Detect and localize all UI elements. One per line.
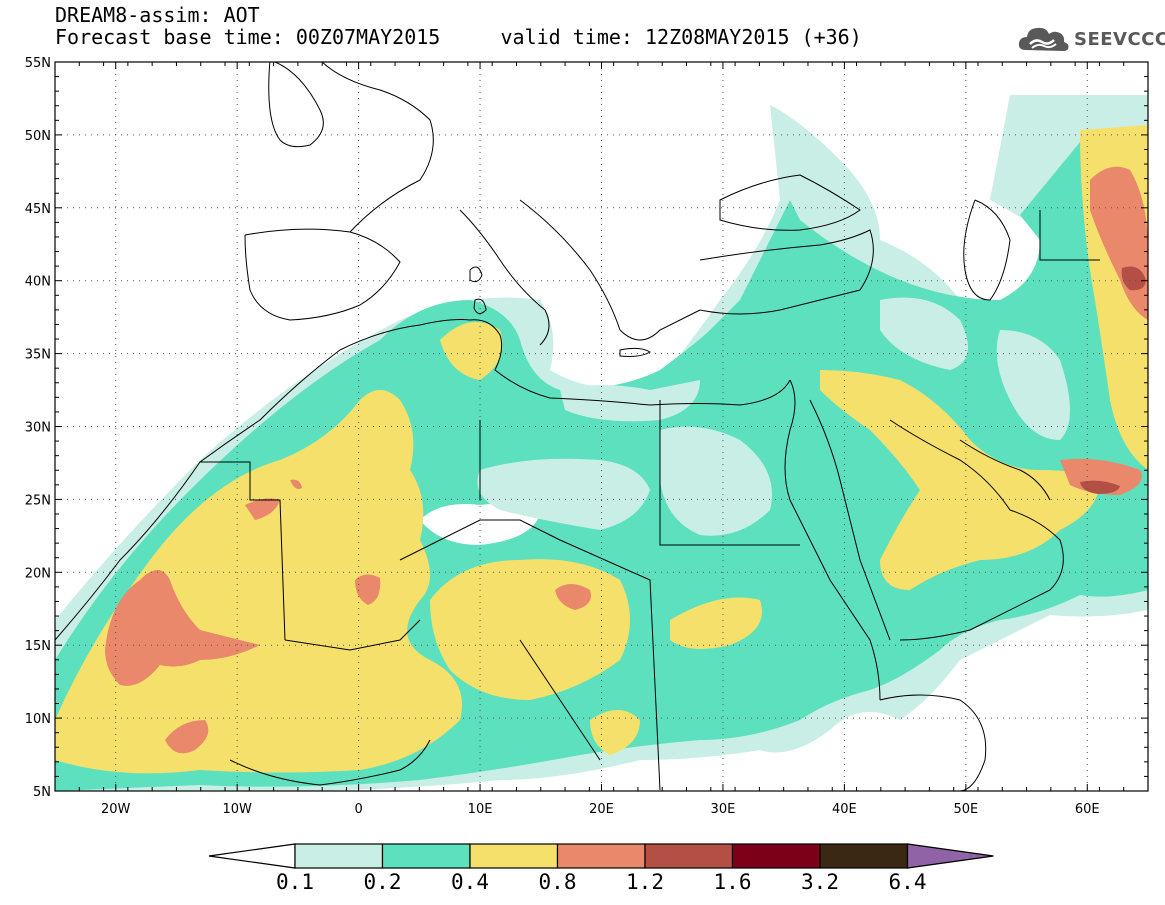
lat-tick-label: 35N xyxy=(25,348,51,363)
colorbar-box xyxy=(469,843,559,869)
latitude-axis: 55N 50N 45N 40N 35N 30N 25N 20N 15N 10N 5N xyxy=(25,56,1148,800)
colorbar: 0.1 0.2 0.4 0.8 1.2 1.6 3.2 6.4 xyxy=(208,843,994,894)
colorbar-label: 0.8 xyxy=(539,870,577,894)
lat-tick-label: 20N xyxy=(25,566,51,581)
colorbar-label: 0.1 xyxy=(276,870,314,894)
map-plot-area xyxy=(55,62,1148,791)
logo-text: SEEVCCC xyxy=(1074,28,1165,50)
colorbar-box xyxy=(381,843,471,869)
colorbar-label: 6.4 xyxy=(889,870,927,894)
cloud-icon xyxy=(1018,27,1069,51)
lon-tick-label: 20E xyxy=(589,802,614,817)
islands xyxy=(469,266,651,357)
colorbar-box xyxy=(556,843,646,869)
map-title: DREAM8-assim: AOT xyxy=(55,3,260,27)
lon-tick-label: 40E xyxy=(832,802,857,817)
colorbar-box xyxy=(731,843,821,869)
colorbar-label: 3.2 xyxy=(801,870,839,894)
lon-tick-label: 30E xyxy=(711,802,736,817)
lat-tick-label: 10N xyxy=(25,712,51,727)
forecast-time-line: Forecast base time: 00Z07MAY2015 valid t… xyxy=(55,25,862,49)
lat-tick-label: 5N xyxy=(33,785,51,800)
colorbar-label: 0.4 xyxy=(451,870,489,894)
lon-tick-label: 0 xyxy=(354,802,362,817)
coastlines-borders xyxy=(55,62,1100,791)
lon-tick-label: 10E xyxy=(468,802,493,817)
lat-tick-label: 45N xyxy=(25,202,51,217)
lon-tick-label: 10W xyxy=(222,802,252,817)
lat-tick-label: 15N xyxy=(25,639,51,654)
lon-tick-label: 50E xyxy=(953,802,978,817)
lat-tick-label: 25N xyxy=(25,493,51,508)
colorbar-box xyxy=(294,843,384,869)
colorbar-box xyxy=(819,843,909,869)
colorbar-under-triangle xyxy=(208,843,296,869)
longitude-axis: 20W 10W 0 10E 20E 30E 40E 50E 60E xyxy=(54,62,1149,817)
lat-tick-label: 50N xyxy=(25,129,51,144)
colorbar-label: 1.2 xyxy=(626,870,664,894)
seevccc-logo: SEEVCCC xyxy=(1018,22,1165,56)
colorbar-box xyxy=(644,843,734,869)
lat-tick-label: 55N xyxy=(25,56,51,71)
lon-tick-label: 20W xyxy=(101,802,131,817)
colorbar-over-triangle xyxy=(906,843,994,869)
lat-tick-label: 30N xyxy=(25,421,51,436)
lon-tick-label: 60E xyxy=(1075,802,1100,817)
lat-tick-label: 40N xyxy=(25,275,51,290)
colorbar-label: 1.6 xyxy=(714,870,752,894)
aot-contour-1.2 xyxy=(1080,266,1146,494)
colorbar-label: 0.2 xyxy=(364,870,402,894)
graticule xyxy=(55,62,1148,791)
